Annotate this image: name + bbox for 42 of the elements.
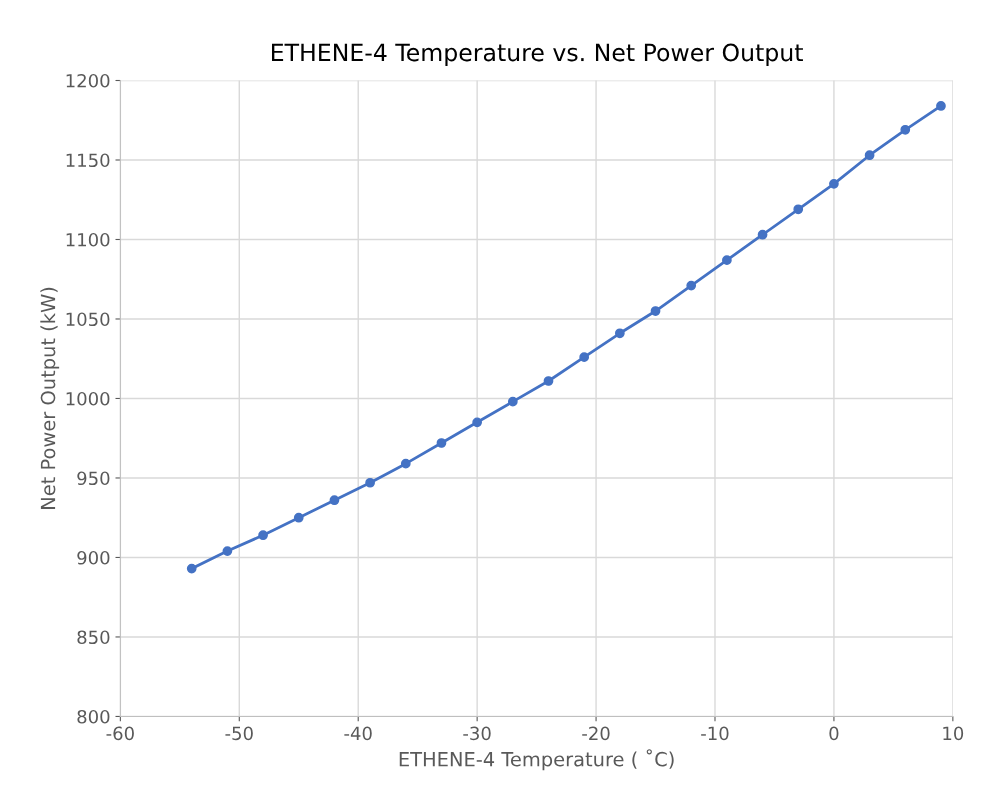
point <box>864 150 875 161</box>
point <box>829 178 839 189</box>
x-tick-label: 10 <box>943 726 964 741</box>
point <box>400 458 411 469</box>
y-tick-label: 850 <box>77 630 110 645</box>
y-axis-title: Net Power Output (kW) <box>40 287 60 509</box>
x-tick-label: -10 <box>701 726 729 741</box>
y-tick-label: 800 <box>77 709 110 724</box>
chart-title: ETHENE-4 Temperature vs. Net Power Output <box>272 43 803 66</box>
point <box>436 438 447 448</box>
y-tick-label: 1000 <box>66 391 110 406</box>
point <box>329 495 340 506</box>
point <box>757 229 768 240</box>
point <box>293 512 304 523</box>
x-tick-label: -60 <box>106 726 134 741</box>
point <box>936 101 946 111</box>
point <box>686 280 697 291</box>
point <box>579 352 590 363</box>
x-tick-label: -30 <box>463 726 491 741</box>
point <box>507 396 518 407</box>
y-tick-label: 950 <box>77 471 110 486</box>
point <box>543 376 554 386</box>
x-tick-label: -20 <box>582 726 610 741</box>
x-axis-title: ETHENE-4 Temperature ( ˚C) <box>399 749 674 771</box>
y-tick-label: 1050 <box>66 312 110 327</box>
y-tick-label: 1150 <box>66 153 110 168</box>
point <box>614 328 625 339</box>
x-tick-label: 0 <box>829 726 839 741</box>
x-tick-label: -40 <box>344 726 372 741</box>
y-tick-label: 1200 <box>66 73 110 88</box>
point <box>793 204 804 215</box>
point <box>186 563 197 574</box>
y-tick-label: 1100 <box>66 232 110 247</box>
point <box>365 477 375 488</box>
y-tick-label: 900 <box>77 550 110 565</box>
point <box>472 417 483 428</box>
point <box>900 124 911 135</box>
x-tick-label: -50 <box>225 726 253 741</box>
point <box>722 255 732 266</box>
point <box>222 546 233 556</box>
point <box>650 306 661 316</box>
point <box>258 530 268 541</box>
